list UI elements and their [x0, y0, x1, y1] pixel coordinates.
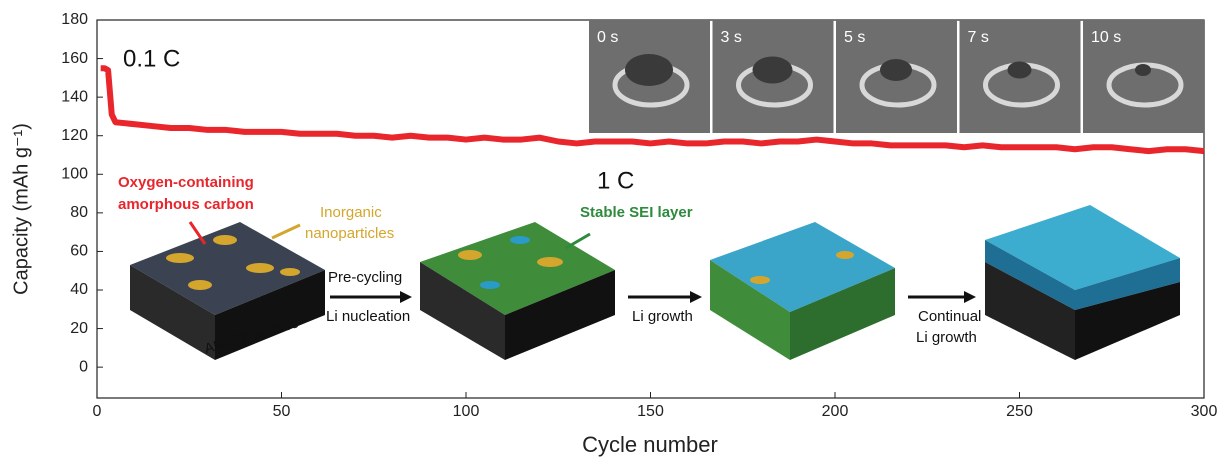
- x-tick-label: 50: [273, 403, 291, 420]
- annotation: Li nucleation: [326, 308, 410, 325]
- photo-label: 7 s: [968, 29, 989, 46]
- photo-drop: [1008, 62, 1032, 79]
- annotation: Oxygen-containing: [118, 174, 254, 191]
- x-tick-label: 150: [637, 403, 664, 420]
- annotation: nanoparticles: [305, 225, 394, 242]
- photo-drop: [753, 57, 793, 84]
- annotation: Li growth: [632, 308, 693, 325]
- photo-label: 3 s: [721, 29, 742, 46]
- y-tick-label: 120: [61, 127, 88, 144]
- photo-drop: [880, 59, 912, 81]
- photo-drop: [1135, 64, 1151, 76]
- y-tick-label: 100: [61, 166, 88, 183]
- photo-drop: [625, 54, 673, 86]
- y-tick-label: 80: [70, 204, 88, 221]
- annotation: Pre-cycling: [328, 269, 402, 286]
- photo-label: 10 s: [1091, 29, 1121, 46]
- y-tick-label: 20: [70, 320, 88, 337]
- x-tick-label: 250: [1006, 403, 1033, 420]
- y-tick-label: 60: [70, 243, 88, 260]
- y-tick-label: 0: [79, 358, 88, 375]
- diagram: [130, 205, 1180, 360]
- x-tick-label: 0: [93, 403, 102, 420]
- annotation: Li growth: [916, 329, 977, 346]
- y-axis-label: Capacity (mAh g⁻¹): [10, 123, 32, 295]
- photo-label: 5 s: [844, 29, 865, 46]
- y-tick-label: 160: [61, 50, 88, 67]
- y-tick-label: 180: [61, 11, 88, 28]
- annotation: Inorganic: [320, 204, 382, 221]
- y-tick-label: 140: [61, 88, 88, 105]
- annotation: 1 C: [597, 167, 634, 194]
- annotation: 0.1 C: [123, 45, 180, 72]
- annotation: Stable SEI layer: [580, 204, 693, 221]
- y-tick-label: 40: [70, 281, 88, 298]
- photo-strip: 0 s 3 s 5 s 7 s 10 s: [589, 20, 1204, 133]
- chart: Cycle number Capacity (mAh g⁻¹) 0 s 3 s 5 …: [0, 0, 1229, 461]
- x-axis-label: Cycle number: [582, 432, 718, 457]
- x-tick-label: 100: [453, 403, 480, 420]
- annotation: Continual: [918, 308, 981, 325]
- photo-label: 0 s: [597, 29, 618, 46]
- x-tick-label: 200: [822, 403, 849, 420]
- annotation: amorphous carbon: [118, 196, 254, 213]
- x-tick-label: 300: [1191, 403, 1218, 420]
